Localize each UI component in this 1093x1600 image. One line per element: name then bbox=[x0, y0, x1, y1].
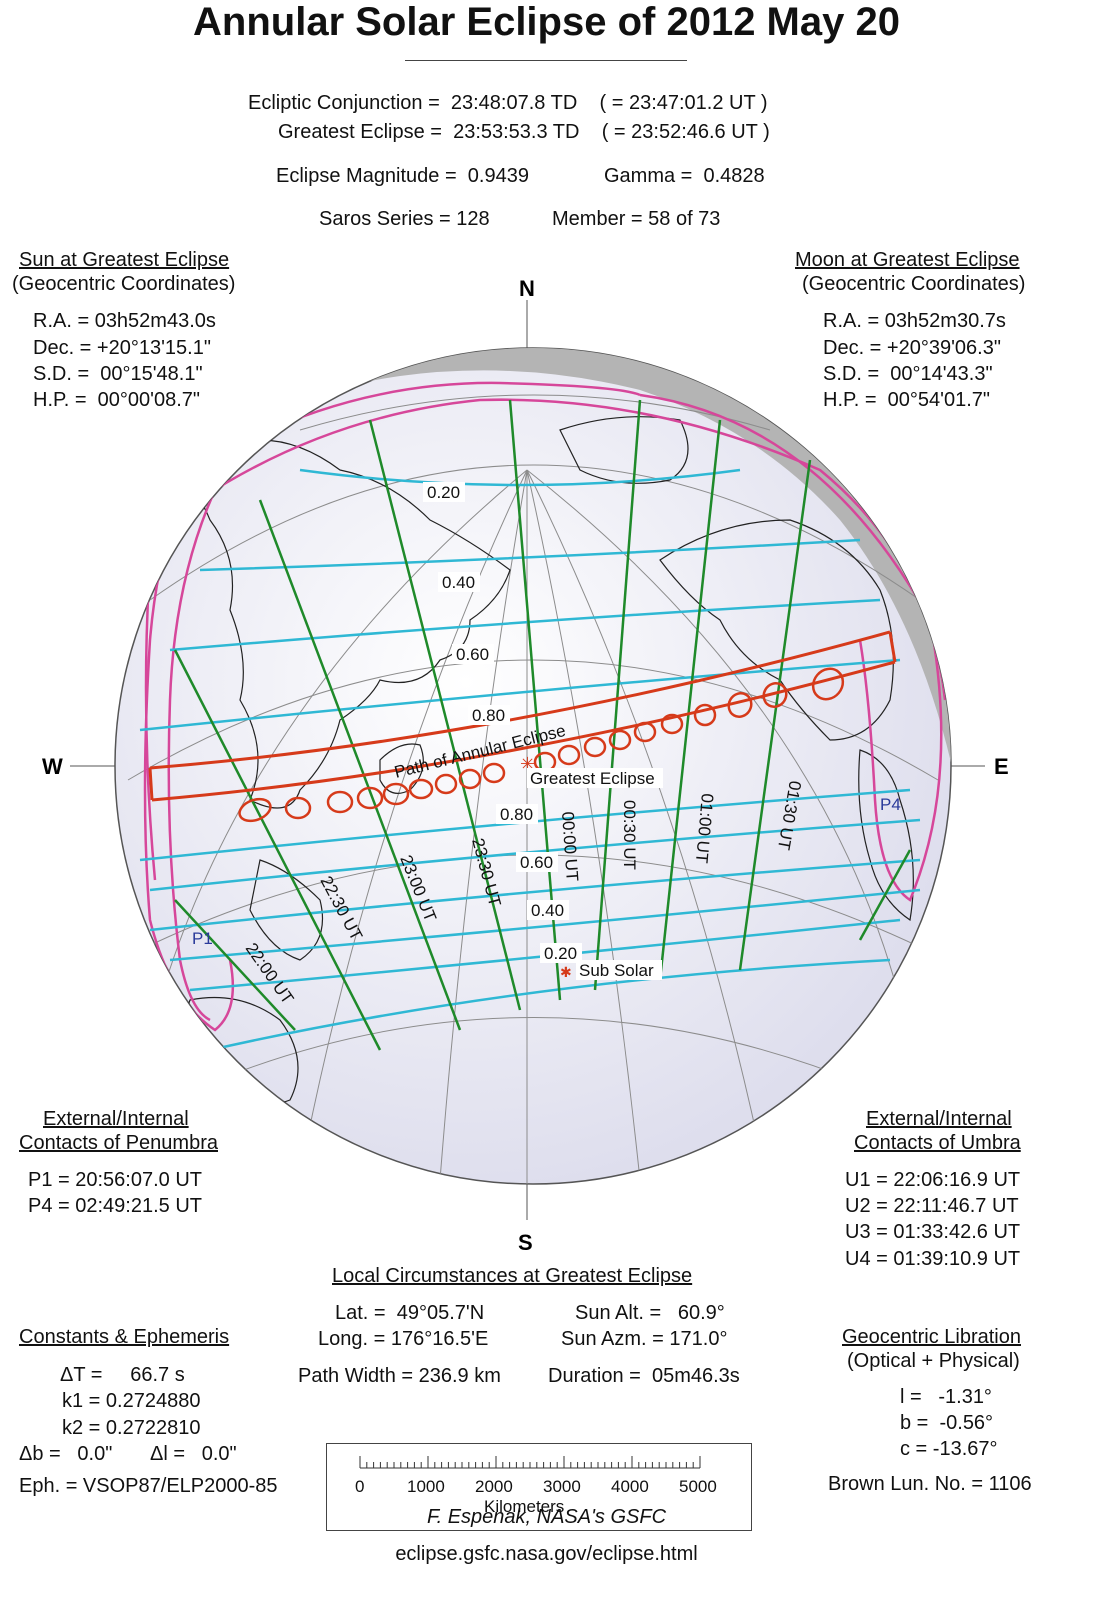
p1-label: P1 bbox=[192, 929, 213, 948]
local-sun-alt: Sun Alt. = 60.9° bbox=[575, 1302, 725, 1324]
local-path-width: Path Width = 236.9 km bbox=[298, 1365, 501, 1387]
mag-label-n-020: 0.20 bbox=[427, 483, 460, 502]
penumbra-p1: P1 = 20:56:07.0 UT bbox=[28, 1169, 203, 1191]
constants-k1: k1 = 0.2724880 bbox=[62, 1390, 201, 1412]
sun-heading: Sun at Greatest Eclipse bbox=[19, 249, 230, 271]
greatest-label-bg bbox=[527, 768, 663, 788]
libration-brown: Brown Lun. No. = 1106 bbox=[828, 1473, 1032, 1495]
sun-sd: S.D. = 00°15'48.1" bbox=[33, 363, 203, 385]
subsolar-label: Sub Solar bbox=[579, 961, 654, 980]
umbra-ellipses bbox=[238, 667, 845, 823]
scale-bar: 0 1000 2000 3000 4000 5000 Kilometers bbox=[355, 1456, 717, 1516]
scale-box: 0 1000 2000 3000 4000 5000 Kilometers bbox=[326, 1443, 752, 1531]
moon-ra: R.A. = 03h52m30.7s bbox=[823, 310, 1006, 332]
penumbra-heading-1: External/Internal bbox=[43, 1108, 189, 1130]
local-lat: Lat. = 49°05.7'N bbox=[335, 1302, 485, 1324]
member-line: Member = 58 of 73 bbox=[552, 208, 721, 230]
sun-subheading: (Geocentric Coordinates) bbox=[12, 273, 236, 295]
conjunction-line: Ecliptic Conjunction = 23:48:07.8 TD ( =… bbox=[248, 92, 768, 114]
mag-label-s-060: 0.60 bbox=[520, 853, 553, 872]
scale-tick-4000: 4000 bbox=[611, 1477, 649, 1496]
umbra-heading-2: Contacts of Umbra bbox=[854, 1132, 1021, 1154]
moon-heading: Moon at Greatest Eclipse bbox=[795, 249, 1020, 271]
compass-w: W bbox=[42, 754, 63, 779]
mag-label-n-040: 0.40 bbox=[442, 573, 475, 592]
constants-k2: k2 = 0.2722810 bbox=[62, 1417, 201, 1439]
local-heading: Local Circumstances at Greatest Eclipse bbox=[332, 1265, 693, 1287]
magnitude-labels-south: 0.80 0.60 0.40 0.20 bbox=[496, 804, 582, 963]
libration-subheading: (Optical + Physical) bbox=[847, 1350, 1020, 1372]
penumbra-p4: P4 = 02:49:21.5 UT bbox=[28, 1195, 203, 1217]
constants-heading: Constants & Ephemeris bbox=[19, 1326, 230, 1348]
graticule bbox=[127, 394, 939, 1184]
umbra-u1: U1 = 22:06:16.9 UT bbox=[845, 1169, 1021, 1191]
umbra-heading-1: External/Internal bbox=[866, 1108, 1012, 1130]
scale-tick-5000: 5000 bbox=[679, 1477, 717, 1496]
sun-hp: H.P. = 00°00'08.7" bbox=[33, 389, 201, 411]
constants-db: Δb = 0.0" bbox=[19, 1443, 113, 1465]
compass-e: E bbox=[994, 754, 1009, 779]
local-sun-azm: Sun Azm. = 171.0° bbox=[561, 1328, 728, 1350]
scale-tick-1000: 1000 bbox=[407, 1477, 445, 1496]
time-lines bbox=[173, 399, 912, 1051]
umbra-u4: U4 = 01:39:10.9 UT bbox=[845, 1248, 1021, 1270]
moon-hp: H.P. = 00°54'01.7" bbox=[823, 389, 991, 411]
libration-heading: Geocentric Libration bbox=[842, 1326, 1021, 1348]
mag-label-s-080: 0.80 bbox=[500, 805, 533, 824]
local-duration: Duration = 05m46.3s bbox=[548, 1365, 740, 1387]
compass-s: S bbox=[518, 1230, 533, 1255]
sun-ra: R.A. = 03h52m43.0s bbox=[33, 310, 216, 332]
constants-dt: ΔT = 66.7 s bbox=[60, 1364, 185, 1386]
mag-label-n-080: 0.80 bbox=[472, 706, 505, 725]
greatest-label: Greatest Eclipse bbox=[530, 769, 655, 788]
scale-unit: Kilometers bbox=[484, 1497, 564, 1516]
greatest-eclipse-line: Greatest Eclipse = 23:53:53.3 TD ( = 23:… bbox=[278, 121, 770, 143]
constants-dl: Δl = 0.0" bbox=[150, 1443, 237, 1465]
title-rule bbox=[405, 60, 687, 61]
credit-url[interactable]: eclipse.gsfc.nasa.gov/eclipse.html bbox=[395, 1543, 698, 1565]
subsolar-marker: ✱ bbox=[560, 965, 572, 981]
subsolar-label-bg bbox=[576, 960, 662, 980]
mag-label-n-060: 0.60 bbox=[456, 645, 489, 664]
umbra-u3: U3 = 01:33:42.6 UT bbox=[845, 1221, 1021, 1243]
sun-dec: Dec. = +20°13'15.1" bbox=[33, 337, 211, 359]
page-title: Annular Solar Eclipse of 2012 May 20 bbox=[193, 0, 900, 44]
scale-tick-2000: 2000 bbox=[475, 1477, 513, 1496]
constants-eph: Eph. = VSOP87/ELP2000-85 bbox=[19, 1475, 278, 1497]
umbra-u2: U2 = 22:11:46.7 UT bbox=[845, 1195, 1019, 1217]
libration-l: l = -1.31° bbox=[900, 1386, 992, 1408]
moon-subheading: (Geocentric Coordinates) bbox=[802, 273, 1026, 295]
moon-dec: Dec. = +20°39'06.3" bbox=[823, 337, 1001, 359]
saros-line: Saros Series = 128 bbox=[319, 208, 490, 230]
libration-c: c = -13.67° bbox=[900, 1438, 998, 1460]
local-long: Long. = 176°16.5'E bbox=[318, 1328, 489, 1350]
time-label-0030: 00:30 UT bbox=[620, 800, 639, 870]
scale-tick-0: 0 bbox=[355, 1477, 364, 1496]
gamma-line: Gamma = 0.4828 bbox=[604, 165, 765, 187]
magnitude-line: Eclipse Magnitude = 0.9439 bbox=[276, 165, 529, 187]
penumbra-heading-2: Contacts of Penumbra bbox=[19, 1132, 218, 1154]
mag-label-s-040: 0.40 bbox=[531, 901, 564, 920]
credit-author: F. Espenak, NASA's GSFC bbox=[426, 1506, 667, 1528]
compass-n: N bbox=[519, 276, 535, 301]
p4-label: P4 bbox=[880, 795, 901, 814]
libration-b: b = -0.56° bbox=[900, 1412, 994, 1434]
magnitude-labels-north: 0.20 0.40 0.60 0.80 bbox=[423, 482, 510, 725]
moon-sd: S.D. = 00°14'43.3" bbox=[823, 363, 993, 385]
scale-tick-3000: 3000 bbox=[543, 1477, 581, 1496]
mag-label-s-020: 0.20 bbox=[544, 944, 577, 963]
time-label-0000: 00:00 UT bbox=[558, 811, 582, 882]
